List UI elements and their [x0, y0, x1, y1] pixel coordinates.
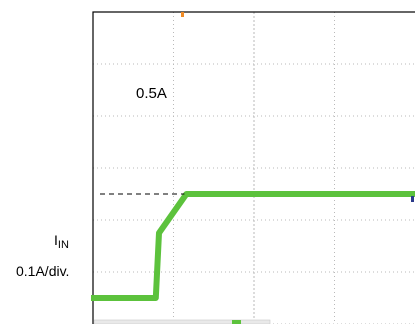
status-bar-fragment — [93, 319, 271, 324]
channel-label: IIN — [54, 232, 69, 251]
plot-frame — [92, 11, 415, 324]
channel-letter: I — [54, 232, 58, 248]
series-line — [93, 191, 415, 301]
chart-marks — [91, 12, 415, 324]
edge-marker — [411, 196, 414, 202]
trigger-marker — [181, 12, 184, 17]
grid-lines — [93, 12, 415, 324]
channel-marker — [91, 295, 95, 301]
level-label: 0.5A — [136, 85, 167, 102]
status-trace-chip — [232, 320, 241, 324]
scale-label: 0.1A/div. — [16, 263, 69, 279]
channel-subscript: IN — [58, 239, 69, 251]
